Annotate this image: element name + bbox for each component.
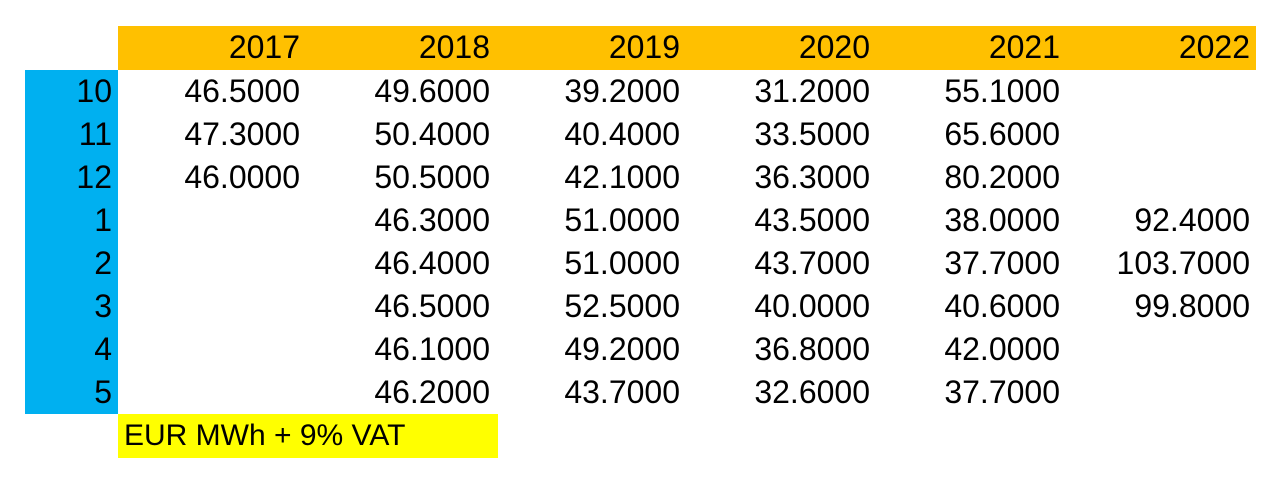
price-cell: 36.3000: [754, 159, 870, 195]
price-cell: [118, 371, 300, 414]
price-cell: 46.2000: [374, 374, 490, 410]
price-cell: 36.8000: [754, 331, 870, 367]
price-cell: 46.5000: [184, 73, 300, 109]
price-cell: [1068, 328, 1250, 371]
price-cell: [1068, 113, 1250, 156]
price-cell: 50.4000: [374, 116, 490, 152]
price-cell: 46.5000: [374, 288, 490, 324]
year-header-2019: 2019: [608, 29, 680, 65]
price-cell: 103.7000: [1116, 245, 1250, 281]
price-cell: 46.3000: [374, 202, 490, 238]
price-cell: 99.8000: [1134, 288, 1250, 324]
price-cell: [118, 242, 300, 285]
price-cell: [118, 199, 300, 242]
year-header-2018: 2018: [418, 29, 490, 65]
price-cell: 46.1000: [374, 331, 490, 367]
year-header-2022: 2022: [1178, 29, 1250, 65]
price-cell: 46.0000: [184, 159, 300, 195]
price-cell: 52.5000: [564, 288, 680, 324]
year-header-2017: 2017: [228, 29, 300, 65]
price-cell: 39.2000: [564, 73, 680, 109]
price-cell: 40.6000: [944, 288, 1060, 324]
price-cell: 37.7000: [944, 245, 1060, 281]
price-cell: 42.1000: [564, 159, 680, 195]
price-cell: 49.2000: [564, 331, 680, 367]
year-header-2020: 2020: [798, 29, 870, 65]
footnote-text: EUR MWh + 9% VAT: [124, 419, 406, 452]
price-cell: 46.4000: [374, 245, 490, 281]
month-label: 10: [76, 73, 112, 109]
price-cell: 51.0000: [564, 202, 680, 238]
price-cell: [118, 328, 300, 371]
price-cell: 40.0000: [754, 288, 870, 324]
price-cell: 50.5000: [374, 159, 490, 195]
price-cell: 43.5000: [754, 202, 870, 238]
month-label: 4: [94, 331, 112, 367]
month-label: 2: [94, 245, 112, 281]
price-cell: 37.7000: [944, 374, 1060, 410]
price-cell: [118, 285, 300, 328]
price-cell: 92.4000: [1134, 202, 1250, 238]
price-cell: 49.6000: [374, 73, 490, 109]
price-cell: 47.3000: [184, 116, 300, 152]
price-cell: 80.2000: [944, 159, 1060, 195]
month-label-column: [25, 70, 118, 414]
price-cell: 55.1000: [944, 73, 1060, 109]
month-label: 1: [94, 202, 112, 238]
price-cell: 33.5000: [754, 116, 870, 152]
price-cell: 31.2000: [754, 73, 870, 109]
price-cell: [1068, 371, 1250, 414]
price-cell: 42.0000: [944, 331, 1060, 367]
month-label: 3: [94, 288, 112, 324]
price-cell: 65.6000: [944, 116, 1060, 152]
year-header-bar: [118, 26, 1256, 70]
footnote-box: [118, 414, 498, 458]
price-cell: 32.6000: [754, 374, 870, 410]
price-cell: 40.4000: [564, 116, 680, 152]
year-header-2021: 2021: [988, 29, 1060, 65]
month-label: 11: [78, 116, 112, 152]
price-cell: 38.0000: [944, 202, 1060, 238]
price-cell: 51.0000: [564, 245, 680, 281]
price-cell: [1068, 156, 1250, 199]
price-cell: [1068, 70, 1250, 113]
price-cell: 43.7000: [564, 374, 680, 410]
price-cell: 43.7000: [754, 245, 870, 281]
month-label: 5: [94, 374, 112, 410]
month-label: 12: [76, 159, 112, 195]
